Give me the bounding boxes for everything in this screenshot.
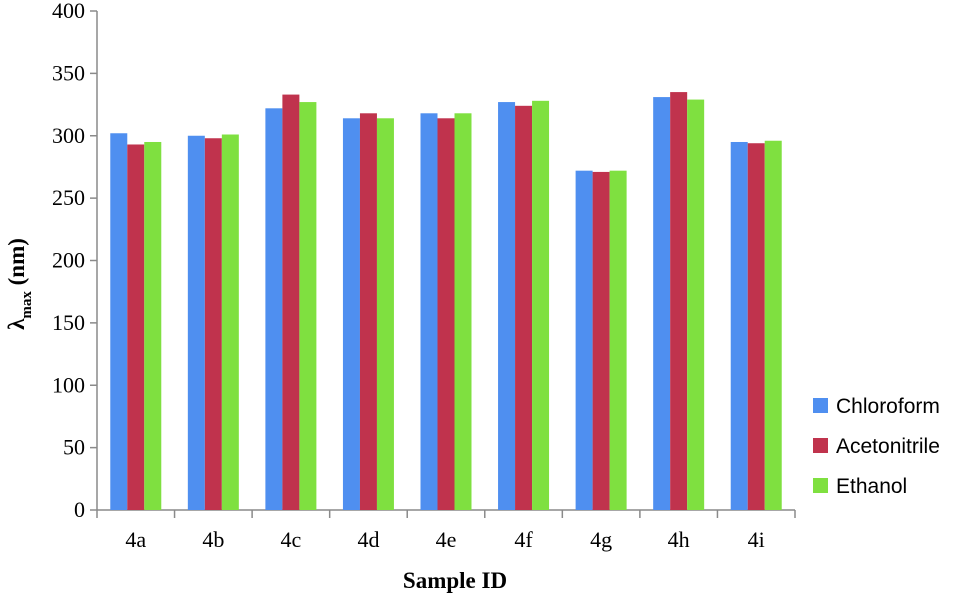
- bar-chloroform-4a: [110, 133, 128, 510]
- bar-acetonitrile-4c: [282, 94, 300, 511]
- bar-ethanol-4b: [221, 134, 239, 510]
- legend-swatch-acetonitrile: [813, 438, 828, 453]
- bar-acetonitrile-4b: [204, 138, 222, 510]
- bar-chloroform-4c: [265, 108, 283, 511]
- bar-chloroform-4d: [342, 118, 360, 510]
- bar-ethanol-4i: [764, 140, 782, 511]
- x-tick-label: 4b: [202, 527, 224, 552]
- legend-label-chloroform: Chloroform: [836, 395, 940, 418]
- y-tick-label: 350: [52, 60, 85, 85]
- bar-chloroform-4g: [575, 170, 593, 510]
- bar-ethanol-4c: [299, 102, 317, 510]
- bar-chloroform-4b: [187, 135, 205, 510]
- bar-ethanol-4a: [144, 141, 162, 511]
- bar-ethanol-4h: [687, 99, 705, 510]
- bar-acetonitrile-4f: [515, 105, 533, 510]
- y-tick-label: 100: [52, 372, 85, 397]
- bar-ethanol-4f: [532, 100, 550, 510]
- x-tick-label: 4f: [514, 527, 533, 552]
- y-ticks: 0 50 100 150 200 250 300 350 400: [52, 0, 97, 522]
- bars: [110, 92, 782, 511]
- y-axis-title-unit: (nm): [4, 238, 29, 291]
- legend: Chloroform Acetonitrile Ethanol: [813, 395, 940, 498]
- y-tick-label: 300: [52, 123, 85, 148]
- x-axis: 4a 4b 4c 4d 4e 4f 4g 4h 4i: [96, 509, 796, 552]
- legend-label-ethanol: Ethanol: [836, 475, 907, 498]
- x-tick-label: 4e: [436, 527, 457, 552]
- x-tick-label: 4d: [357, 527, 379, 552]
- bar-ethanol-4d: [376, 118, 394, 510]
- legend-label-acetonitrile: Acetonitrile: [836, 435, 940, 458]
- bar-ethanol-4e: [454, 113, 472, 511]
- bar-acetonitrile-4a: [127, 144, 145, 511]
- bar-acetonitrile-4d: [359, 113, 377, 511]
- y-tick-label: 200: [52, 248, 85, 273]
- legend-swatch-ethanol: [813, 478, 828, 493]
- x-tick-label: 4h: [668, 527, 690, 552]
- bar-acetonitrile-4e: [437, 118, 455, 510]
- bar-acetonitrile-4i: [747, 143, 765, 511]
- y-axis-title-symbol: λ: [4, 318, 29, 330]
- y-axis-title-subscript: max: [19, 291, 35, 319]
- bar-chloroform-4i: [730, 141, 748, 511]
- y-tick-label: 50: [63, 435, 85, 460]
- y-tick-label: 150: [52, 310, 85, 335]
- x-tick-label: 4a: [125, 527, 146, 552]
- bar-acetonitrile-4g: [592, 171, 610, 511]
- y-tick-label: 250: [52, 185, 85, 210]
- x-tick-label: 4c: [281, 527, 302, 552]
- y-tick-label: 0: [74, 497, 85, 522]
- y-axis: 0 50 100 150 200 250 300 350 400: [52, 0, 98, 522]
- bar-chloroform-4h: [653, 97, 671, 510]
- bar-chloroform-4e: [420, 113, 438, 511]
- x-tick-label: 4i: [748, 527, 765, 552]
- bar-ethanol-4g: [609, 170, 627, 510]
- x-ticks: 4a 4b 4c 4d 4e 4f 4g 4h 4i: [96, 510, 796, 552]
- x-axis-title: Sample ID: [403, 568, 507, 593]
- x-tick-label: 4g: [590, 527, 612, 552]
- legend-swatch-chloroform: [813, 398, 828, 413]
- bar-acetonitrile-4h: [670, 92, 688, 511]
- y-tick-label: 400: [52, 0, 85, 23]
- y-axis-title: λmax (nm): [4, 238, 35, 330]
- bar-chloroform-4f: [498, 102, 516, 510]
